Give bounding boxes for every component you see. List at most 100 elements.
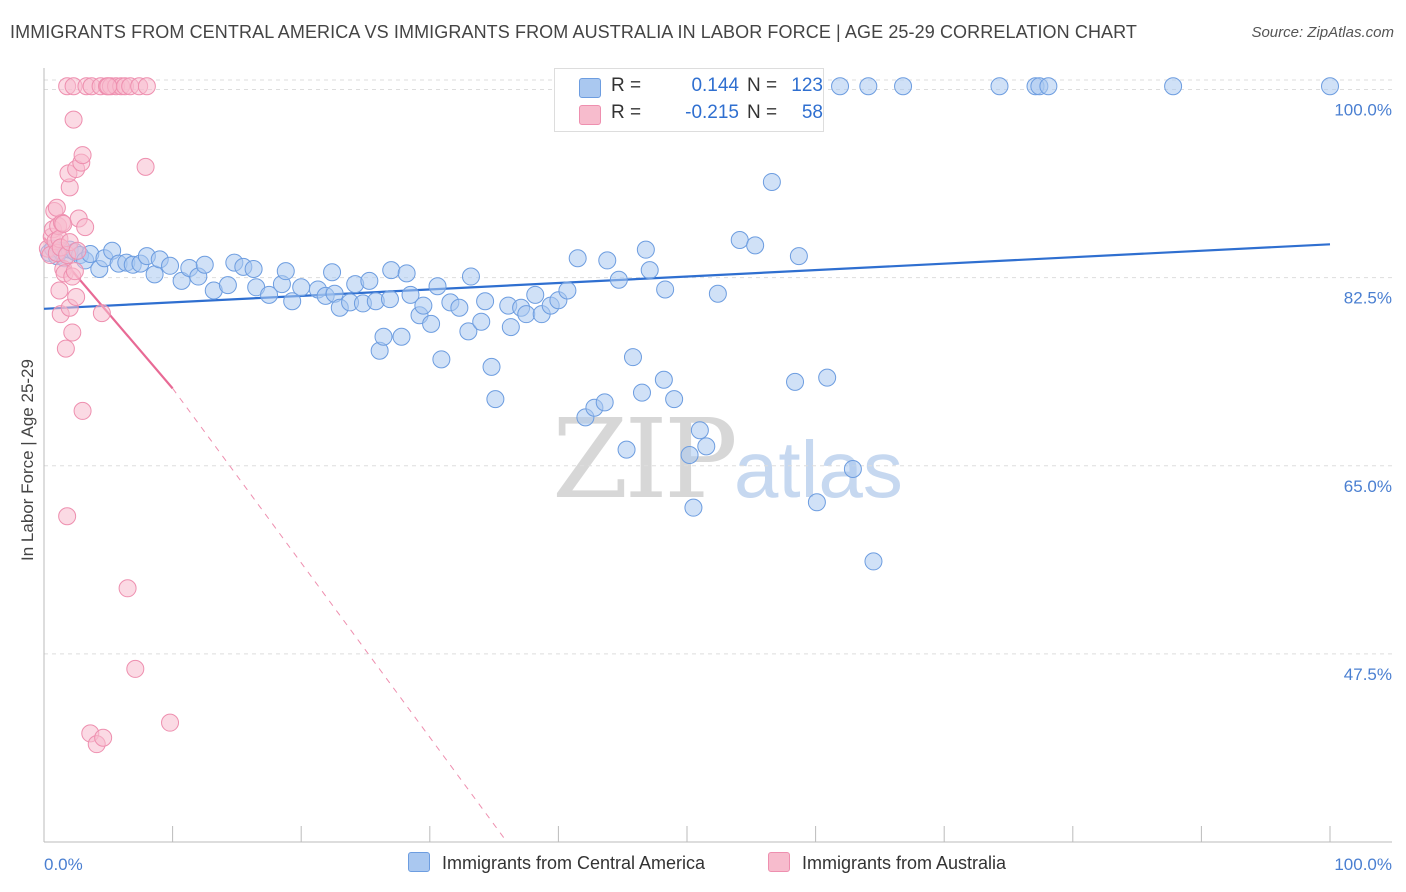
point-central-america bbox=[360, 271, 379, 290]
point-australia bbox=[64, 110, 83, 129]
point-central-america bbox=[374, 327, 393, 346]
stats-legend: R = 0.144 N = 123 R = -0.215 N = 58 bbox=[554, 68, 824, 132]
point-central-america bbox=[422, 314, 441, 333]
point-central-america bbox=[680, 446, 699, 464]
point-central-america bbox=[476, 292, 495, 311]
point-australia bbox=[136, 157, 155, 176]
legend-r-label: R = bbox=[611, 75, 642, 96]
point-central-america bbox=[690, 421, 709, 440]
legend-r-value: -0.215 bbox=[685, 102, 739, 123]
point-central-america bbox=[990, 77, 1009, 96]
point-central-america bbox=[501, 318, 520, 337]
y-tick-label: 47.5% bbox=[1344, 665, 1392, 684]
point-central-america bbox=[517, 305, 536, 324]
point-central-america bbox=[161, 256, 180, 275]
point-australia bbox=[73, 401, 92, 420]
series-legend-label: Immigrants from Central America bbox=[442, 853, 706, 873]
point-central-america bbox=[472, 312, 491, 331]
source-label: Source: ZipAtlas.com bbox=[1251, 24, 1394, 41]
series-legend-australia: Immigrants from Australia bbox=[768, 852, 1006, 874]
point-central-america bbox=[486, 390, 505, 409]
point-central-america bbox=[397, 264, 416, 283]
point-australia bbox=[56, 339, 75, 358]
legend-r-label: R = bbox=[611, 102, 642, 123]
point-central-america bbox=[617, 440, 636, 459]
y-tick-label: 65.0% bbox=[1344, 477, 1392, 496]
point-central-america bbox=[401, 285, 420, 304]
point-central-america bbox=[636, 240, 655, 259]
point-central-america bbox=[414, 296, 433, 315]
axes bbox=[43, 68, 1392, 843]
point-central-america bbox=[432, 350, 451, 369]
watermark: ZIPatlas bbox=[552, 395, 903, 523]
trend-line-australia-extension bbox=[172, 388, 508, 843]
point-australia bbox=[67, 287, 86, 306]
point-central-america bbox=[807, 493, 826, 512]
point-central-america bbox=[609, 270, 628, 289]
point-central-america bbox=[260, 285, 279, 304]
point-australia bbox=[47, 198, 66, 217]
point-central-america bbox=[894, 77, 913, 96]
point-australia bbox=[50, 281, 69, 300]
point-central-america bbox=[831, 77, 850, 96]
point-australia bbox=[58, 507, 77, 526]
point-australia bbox=[161, 713, 180, 732]
point-central-america bbox=[461, 267, 480, 286]
legend-swatch-blue bbox=[579, 78, 601, 98]
point-central-america bbox=[1039, 77, 1058, 96]
point-central-america bbox=[656, 280, 675, 299]
series-legend-swatch-pink bbox=[768, 852, 790, 872]
legend-n-value: 58 bbox=[801, 102, 823, 123]
point-central-america bbox=[292, 278, 311, 297]
point-central-america bbox=[392, 327, 411, 346]
point-central-america bbox=[859, 77, 878, 96]
legend-r-value: 0.144 bbox=[691, 75, 739, 96]
point-australia bbox=[99, 77, 118, 96]
point-central-america bbox=[323, 263, 342, 282]
legend-n-label: N = bbox=[747, 102, 778, 123]
point-central-america bbox=[684, 498, 703, 517]
point-central-america bbox=[623, 348, 642, 367]
point-central-america bbox=[595, 393, 614, 412]
point-central-america bbox=[382, 261, 401, 280]
point-central-america bbox=[218, 276, 237, 295]
trend-lines bbox=[43, 237, 1331, 843]
point-central-america bbox=[665, 390, 684, 409]
point-central-america bbox=[762, 172, 781, 191]
point-australia bbox=[94, 728, 113, 747]
point-central-america bbox=[1321, 77, 1339, 96]
point-australia bbox=[73, 146, 92, 165]
point-australia bbox=[68, 241, 87, 260]
point-central-america bbox=[482, 357, 501, 376]
chart-title: IMMIGRANTS FROM CENTRAL AMERICA VS IMMIG… bbox=[10, 22, 1138, 42]
point-australia bbox=[126, 659, 145, 678]
point-central-america bbox=[697, 437, 716, 456]
point-australia bbox=[54, 214, 73, 233]
series-legend-central-america: Immigrants from Central America bbox=[408, 852, 705, 874]
series-australia bbox=[38, 77, 180, 754]
legend-n-value: 123 bbox=[791, 75, 823, 96]
x-tick-label: 100.0% bbox=[1334, 855, 1392, 874]
point-central-america bbox=[843, 459, 862, 478]
point-central-america bbox=[283, 292, 302, 311]
point-australia bbox=[137, 77, 156, 96]
point-central-america bbox=[708, 284, 727, 303]
point-central-america bbox=[244, 260, 263, 279]
series-central-america bbox=[40, 77, 1339, 571]
x-tick-label: 0.0% bbox=[44, 855, 83, 874]
point-central-america bbox=[195, 255, 214, 274]
y-tick-label: 82.5% bbox=[1344, 289, 1392, 308]
grid-lines bbox=[44, 79, 1392, 655]
point-central-america bbox=[632, 383, 651, 402]
point-australia bbox=[92, 304, 111, 323]
point-central-america bbox=[818, 368, 837, 387]
point-central-america bbox=[1164, 77, 1183, 96]
point-central-america bbox=[730, 231, 749, 249]
y-tick-label: 100.0% bbox=[1334, 101, 1392, 120]
point-central-america bbox=[568, 249, 587, 268]
legend-swatch-pink bbox=[579, 105, 601, 125]
point-central-america bbox=[786, 372, 805, 391]
point-central-america bbox=[654, 370, 673, 389]
point-central-america bbox=[864, 552, 883, 571]
